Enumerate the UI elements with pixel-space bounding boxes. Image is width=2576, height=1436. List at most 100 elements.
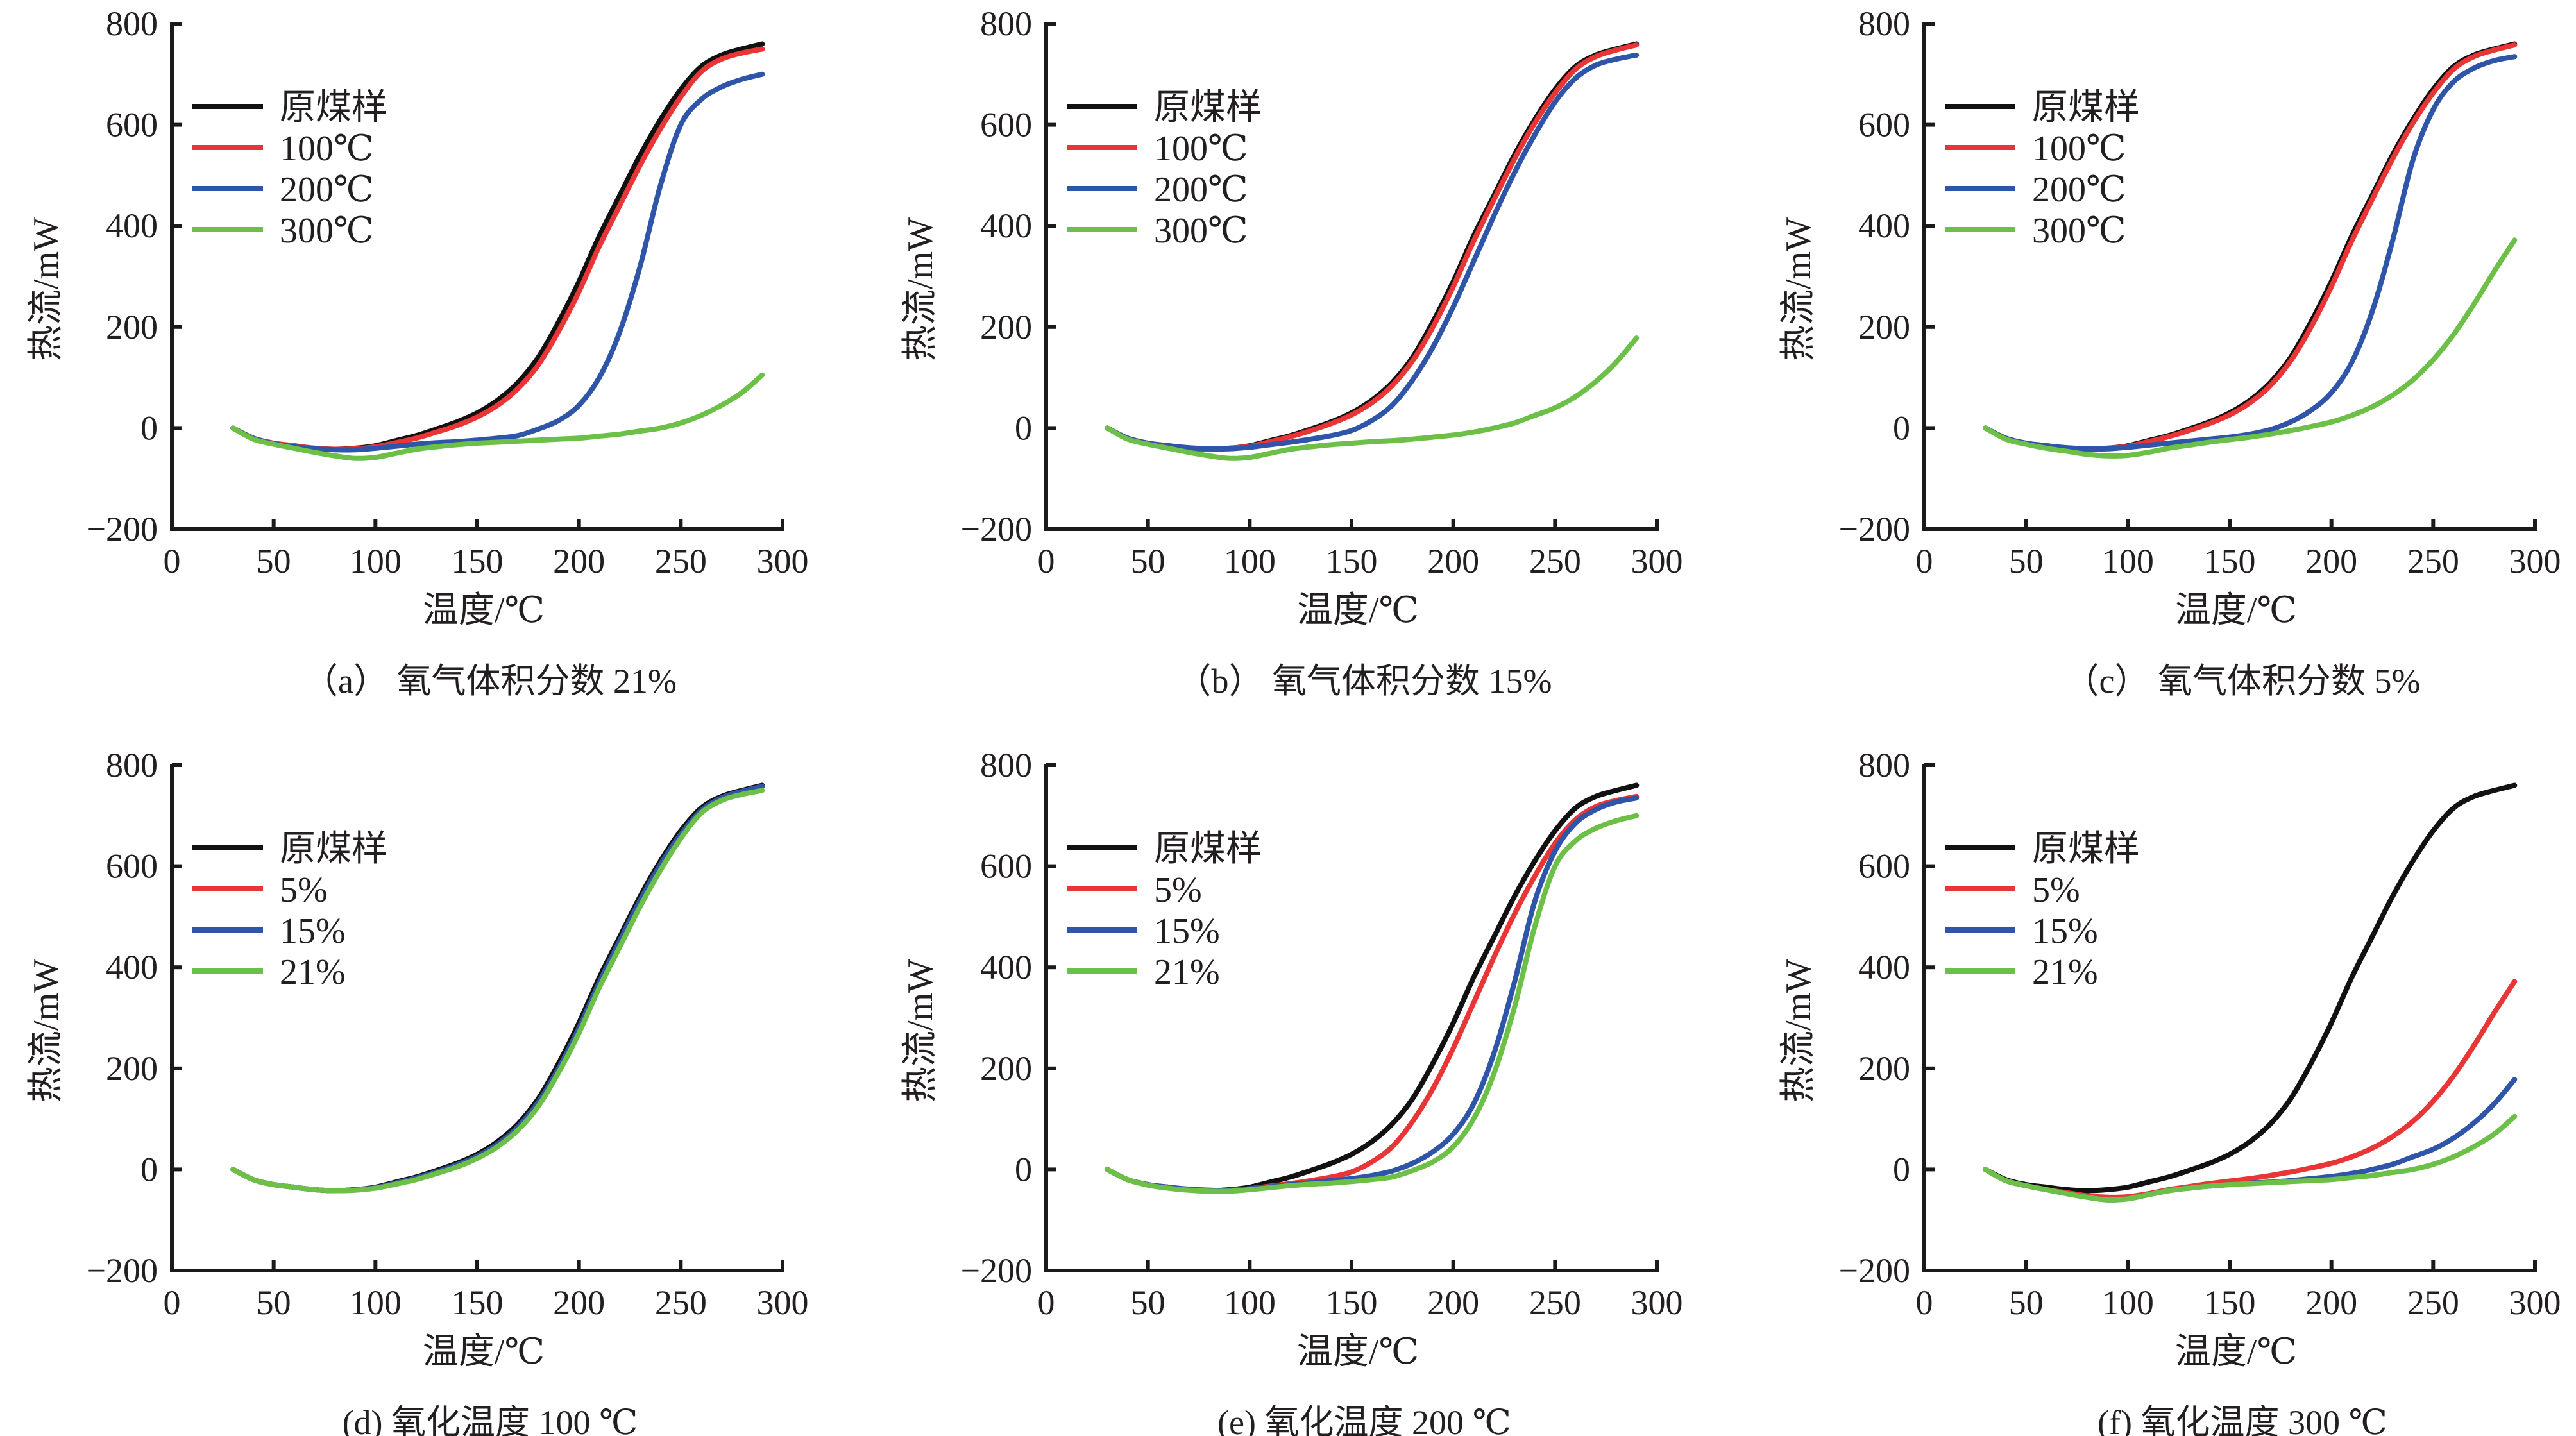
legend-label: 300℃ <box>280 211 374 251</box>
y-axis-title: 热流/mW <box>1779 959 1818 1102</box>
x-tick-label: 0 <box>1038 542 1055 580</box>
y-tick-label: −200 <box>87 1251 158 1290</box>
x-axis-title: 温度/℃ <box>423 591 545 630</box>
x-tick-label: 200 <box>553 1283 605 1322</box>
series-line-4 <box>230 788 765 1194</box>
x-tick-label: 50 <box>257 542 291 580</box>
panel-caption: (f) 氧化温度 300 ℃ <box>2097 1403 2387 1436</box>
series-line-1 <box>1983 782 2518 1194</box>
legend-label: 原煤样 <box>1154 829 1262 869</box>
x-tick-label: 0 <box>1916 1283 1933 1322</box>
legend-label: 21% <box>280 952 346 992</box>
legend-label: 21% <box>2032 952 2098 992</box>
legend-label: 100℃ <box>280 129 374 169</box>
panel-caption: (d) 氧化温度 100 ℃ <box>343 1403 638 1436</box>
x-axis-title: 温度/℃ <box>2175 591 2297 630</box>
y-tick-label: 800 <box>1858 746 1910 784</box>
y-axis-title: 热流/mW <box>1779 217 1818 361</box>
x-tick-label: 100 <box>350 542 402 580</box>
x-tick-label: 250 <box>655 542 707 580</box>
x-tick-label: 0 <box>164 1283 181 1322</box>
legend-label: 300℃ <box>2032 211 2126 251</box>
y-tick-label: −200 <box>1839 1251 1910 1290</box>
series-line-4 <box>1105 335 1640 461</box>
y-tick-label: 600 <box>980 847 1032 886</box>
legend-label: 300℃ <box>1154 211 1248 251</box>
y-tick-label: 800 <box>980 746 1032 784</box>
x-axis-title: 温度/℃ <box>2175 1332 2297 1372</box>
x-tick-label: 0 <box>164 542 181 580</box>
x-tick-label: 0 <box>1038 1283 1055 1322</box>
legend-label: 200℃ <box>280 170 374 210</box>
x-axis-title: 温度/℃ <box>423 1332 545 1372</box>
x-tick-label: 150 <box>452 542 504 580</box>
y-tick-label: 600 <box>1858 847 1910 886</box>
legend-label: 15% <box>1154 911 1220 951</box>
y-tick-label: 800 <box>1858 4 1910 43</box>
x-tick-label: 100 <box>350 1283 402 1322</box>
y-axis-title: 热流/mW <box>26 959 66 1102</box>
series-line-4 <box>230 372 765 461</box>
x-tick-label: 150 <box>2204 542 2256 580</box>
x-tick-label: 150 <box>1326 542 1378 580</box>
x-tick-label: 50 <box>2009 1283 2044 1322</box>
y-tick-label: 800 <box>106 746 158 784</box>
legend-label: 21% <box>1154 952 1220 992</box>
legend-label: 100℃ <box>2032 129 2126 169</box>
x-tick-label: 100 <box>2102 542 2154 580</box>
legend-label: 100℃ <box>1154 129 1248 169</box>
x-tick-label: 150 <box>452 1283 504 1322</box>
x-tick-label: 200 <box>2305 1283 2357 1322</box>
legend-label: 5% <box>280 870 328 910</box>
y-tick-label: 0 <box>1893 409 1910 447</box>
x-tick-label: 200 <box>1427 1283 1479 1322</box>
y-tick-label: −200 <box>1839 510 1910 548</box>
y-tick-label: 0 <box>1015 409 1032 447</box>
y-tick-label: 800 <box>980 4 1032 43</box>
y-tick-label: 400 <box>106 207 158 245</box>
x-tick-label: 300 <box>2509 1283 2561 1322</box>
x-tick-label: 100 <box>2102 1283 2154 1322</box>
y-tick-label: 0 <box>1015 1150 1032 1188</box>
legend-label: 15% <box>280 911 346 951</box>
legend-label: 5% <box>2032 870 2080 910</box>
y-tick-label: −200 <box>87 510 158 548</box>
x-tick-label: 200 <box>2305 542 2357 580</box>
y-tick-label: 200 <box>106 1049 158 1088</box>
x-tick-label: 300 <box>1631 542 1683 580</box>
x-tick-label: 300 <box>1631 1283 1683 1322</box>
x-tick-label: 100 <box>1224 542 1276 580</box>
series-line-3 <box>1983 54 2518 452</box>
y-tick-label: 400 <box>1858 207 1910 245</box>
x-tick-label: 100 <box>1224 1283 1276 1322</box>
y-tick-label: 200 <box>980 1049 1032 1088</box>
y-tick-label: 400 <box>980 207 1032 245</box>
y-tick-label: 400 <box>980 948 1032 986</box>
y-tick-label: 200 <box>980 308 1032 346</box>
y-tick-label: 0 <box>140 409 158 447</box>
legend-label: 原煤样 <box>2032 829 2140 869</box>
x-tick-label: 50 <box>257 1283 291 1322</box>
panel-caption: （a） 氧气体积分数 21% <box>303 662 677 700</box>
x-tick-label: 300 <box>757 1283 809 1322</box>
legend-label: 原煤样 <box>1154 88 1262 128</box>
panel-caption: （b） 氧气体积分数 15% <box>1177 662 1552 700</box>
x-tick-label: 150 <box>2204 1283 2256 1322</box>
x-tick-label: 200 <box>553 542 605 580</box>
y-axis-title: 热流/mW <box>26 217 66 361</box>
x-tick-label: 200 <box>1427 542 1479 580</box>
legend-label: 200℃ <box>1154 170 1248 210</box>
x-tick-label: 0 <box>1916 542 1933 580</box>
legend-label: 5% <box>1154 870 1202 910</box>
y-tick-label: 0 <box>140 1150 158 1188</box>
